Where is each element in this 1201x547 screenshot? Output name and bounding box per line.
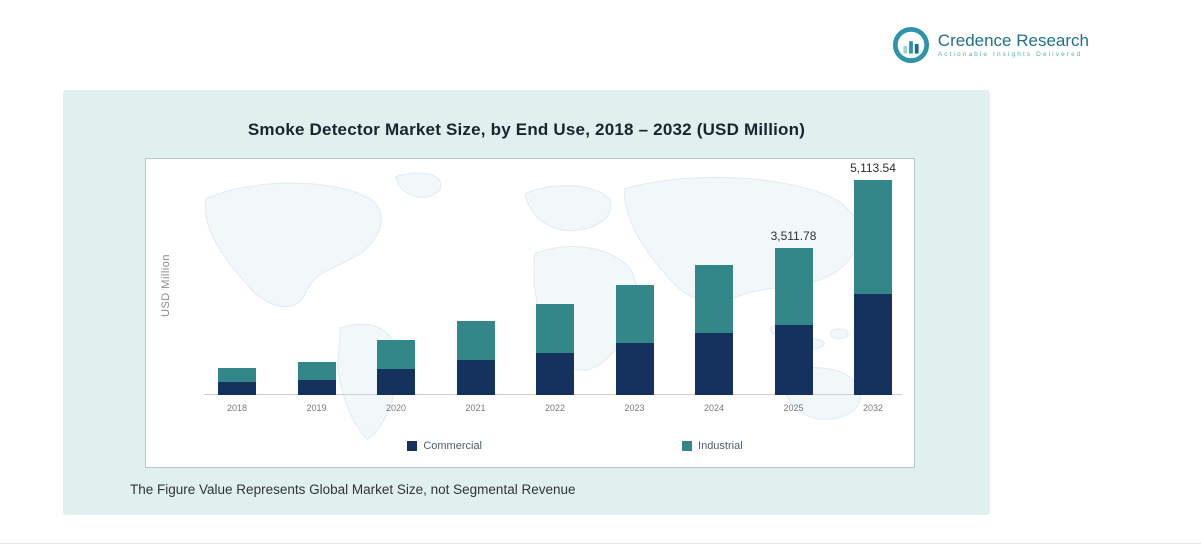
bar-2025: 3,511.78 2025 [771,229,817,413]
brand-tagline: Actionable Insights Delivered [937,50,1083,58]
bar-segment-2023-commercial [615,343,654,395]
bar-segment-2018-industrial [218,368,256,382]
bar-segment-2019-industrial [297,362,336,380]
bar-2023: 2023 [615,285,654,413]
bar-2021: 2021 [456,321,495,413]
bar-segment-2021-commercial [456,360,495,395]
legend: Commercial Industrial [236,440,914,452]
bar-2019: 2019 [297,362,336,413]
bar-segment-2020-commercial [377,369,415,395]
x-tick-2018: 2018 [226,403,248,413]
x-tick-2032: 2032 [862,403,884,413]
bar-segment-2022-commercial [536,352,574,395]
bar-segment-2024-industrial [695,264,733,334]
bar-segment-2020-industrial [377,340,415,369]
x-tick-2019: 2019 [306,403,327,413]
bar-segment-2025-commercial [774,324,813,395]
bar-2024: 2024 [695,264,733,413]
bar-segment-2024-commercial [695,333,733,395]
x-tick-2024: 2024 [703,403,725,413]
bar-2018: 2018 [218,368,256,413]
bar-stack-2018 [218,368,256,395]
bar-segment-2021-industrial [456,321,495,361]
chart-area: USD Million 2018 2019 2020 2021 2022 2023 2024… [145,158,915,468]
bar-chart-icon [892,26,930,64]
legend-swatch-commercial [407,441,418,451]
bar-stack-2019 [297,362,336,395]
bar-stack-2021 [456,321,495,395]
bar-2020: 2020 [377,340,415,413]
bar-segment-2022-industrial [536,304,574,353]
bar-segment-2032-industrial [854,180,892,295]
bar-segment-2019-commercial [297,379,336,395]
logo-text: Credence Research Actionable Insights De… [937,30,1089,59]
x-tick-2020: 2020 [385,403,407,413]
bars-container: 2018 2019 2020 2021 2022 2023 2024 3,511.78 2025… [218,161,896,413]
legend-item-commercial: Commercial [407,440,482,452]
bar-stack-2025 [774,247,813,395]
x-tick-2023: 2023 [624,403,645,413]
bar-segment-2025-industrial [774,247,813,325]
bar-2022: 2022 [536,304,574,413]
data-label-2032: 5,113.54 [850,161,896,176]
logo: Credence Research Actionable Insights De… [892,26,1089,64]
bar-stack-2032 [854,180,892,395]
bar-stack-2024 [695,264,733,395]
bottom-divider [0,543,1201,544]
legend-label-industrial: Industrial [698,440,743,452]
data-label-2025: 3,511.78 [770,228,817,243]
x-tick-2021: 2021 [465,403,486,413]
chart-title: Smoke Detector Market Size, by End Use, … [247,120,806,139]
x-tick-2022: 2022 [544,403,566,413]
x-tick-2025: 2025 [783,403,804,413]
brand-name: Credence Research [937,30,1089,50]
bar-stack-2020 [377,340,415,395]
legend-item-industrial: Industrial [682,440,743,452]
legend-swatch-industrial [682,441,693,451]
bar-stack-2023 [615,285,654,395]
bar-segment-2018-commercial [218,381,256,395]
bar-stack-2022 [536,304,574,395]
chart-panel: Smoke Detector Market Size, by End Use, … [63,90,990,515]
footnote: The Figure Value Represents Global Marke… [130,482,576,497]
bar-2032: 5,113.54 2032 [850,161,896,413]
bar-segment-2032-commercial [854,294,892,395]
bar-segment-2023-industrial [615,285,654,343]
y-axis-label: USD Million [160,254,172,317]
legend-label-commercial: Commercial [423,440,483,452]
